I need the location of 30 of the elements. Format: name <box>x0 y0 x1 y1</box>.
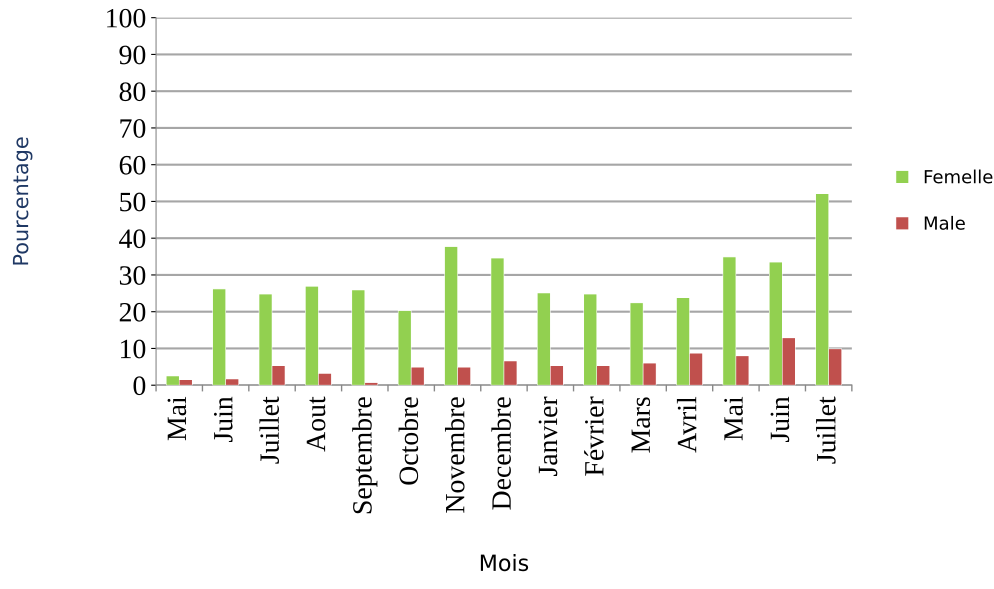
x-tick-label: Juin <box>214 396 233 442</box>
legend-label: Femelle <box>924 170 992 184</box>
legend-label: Male <box>924 216 965 230</box>
y-axis-title: Pourcentage <box>12 137 32 265</box>
x-tick-label: Mai <box>724 396 743 440</box>
x-tick-label: Septembre <box>352 397 378 514</box>
x-tick-label: Octobre <box>398 397 418 485</box>
y-tick-label: 80 <box>120 82 146 102</box>
y-tick-label: 40 <box>119 229 146 248</box>
x-tick-label: Juillet <box>816 396 836 464</box>
x-tick-label: Février <box>584 396 604 476</box>
x-tick-label: Avril <box>676 396 696 453</box>
y-tick-label: 20 <box>120 302 146 322</box>
y-tick-label: 50 <box>120 192 146 212</box>
x-tick-label: Juillet <box>259 396 279 464</box>
x-tick-label: Janvier <box>538 396 558 476</box>
y-tick-label: 10 <box>121 340 146 358</box>
y-tick-label: 100 <box>107 8 146 28</box>
y-tick-label: 90 <box>119 46 146 64</box>
y-tick-label: 30 <box>120 266 146 285</box>
x-tick-label: Mars <box>632 397 650 453</box>
x-tick-label: Decembre <box>491 397 511 510</box>
y-tick-label: 70 <box>120 119 146 138</box>
y-tick-label: 0 <box>134 376 146 396</box>
x-tick-label: Juin <box>770 396 790 442</box>
x-axis-title: Mois <box>480 554 528 572</box>
x-tick-label: Aout <box>306 396 326 452</box>
x-tick-label: Novembre <box>444 397 465 513</box>
x-tick-label: Mai <box>168 396 186 440</box>
y-tick-label: 60 <box>120 156 146 175</box>
